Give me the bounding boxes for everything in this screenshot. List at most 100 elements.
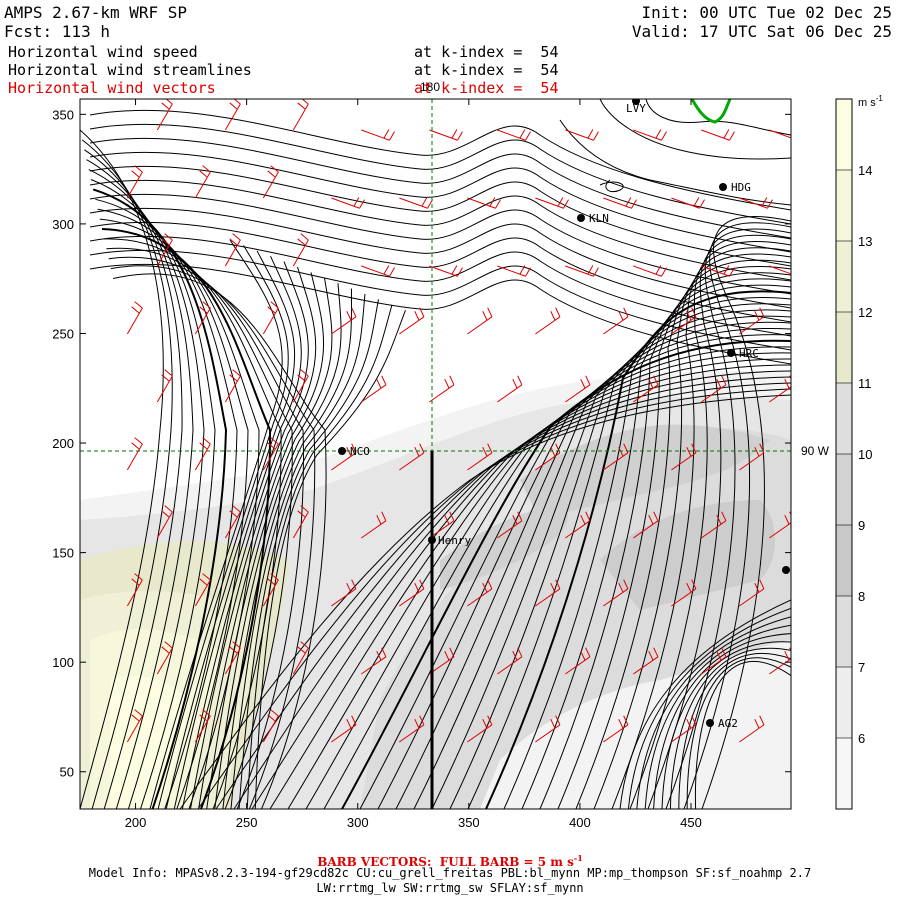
streamline xyxy=(629,241,791,809)
streamline xyxy=(89,179,791,281)
wind-barb xyxy=(361,129,395,141)
wind-barb xyxy=(331,197,365,209)
station-marker-hrc xyxy=(727,349,735,357)
streamline xyxy=(678,652,791,809)
wind-barb xyxy=(292,641,309,675)
wind-barb xyxy=(194,437,211,471)
wind-barb xyxy=(739,715,765,743)
wind-barb xyxy=(497,647,523,675)
streamline xyxy=(222,288,352,809)
streamline xyxy=(101,228,272,809)
wind-barb xyxy=(156,641,173,675)
field-name-wind-speed: Horizontal wind speed xyxy=(8,43,198,61)
wind-barb xyxy=(399,715,425,743)
streamline xyxy=(81,139,173,809)
y-tick-label: 100 xyxy=(52,655,74,670)
green-terrain-contour xyxy=(690,99,732,124)
streamline xyxy=(108,256,304,809)
wind-barb xyxy=(701,265,735,277)
field-name-streamlines: Horizontal wind streamlines xyxy=(8,61,252,79)
wind-barb xyxy=(497,511,523,539)
lon-label-90w: 90 W xyxy=(801,444,830,458)
wind-barb xyxy=(126,573,143,607)
wind-barb xyxy=(565,511,591,539)
wind-barb xyxy=(739,443,765,471)
wind-barb xyxy=(671,715,697,743)
colorbar-units: m s-1 xyxy=(858,94,883,109)
wind-barb xyxy=(126,709,143,743)
colorbar-label: 8 xyxy=(858,589,865,604)
streamline xyxy=(89,235,791,337)
y-tick-label: 200 xyxy=(52,436,74,451)
wind-barb xyxy=(194,301,211,335)
colorbar-label: 9 xyxy=(858,518,865,533)
wind-streamlines xyxy=(80,109,791,809)
x-tick-label: 450 xyxy=(680,815,702,830)
wind-barb xyxy=(224,99,241,131)
streamline xyxy=(701,215,791,809)
wind-barb xyxy=(194,573,211,607)
wind-barb xyxy=(769,511,791,539)
wind-barb xyxy=(126,437,143,471)
colorbar-segment xyxy=(836,241,852,312)
wind-barb xyxy=(497,265,531,277)
model-title: AMPS 2.67-km WRF SP xyxy=(4,3,188,22)
wind-barb xyxy=(429,265,463,277)
wind-barb xyxy=(467,579,493,607)
station-label-kln: KLN xyxy=(589,212,609,225)
streamline xyxy=(89,151,791,253)
streamline xyxy=(251,370,791,809)
streamline xyxy=(395,321,791,809)
wind-barb xyxy=(429,129,463,141)
streamline xyxy=(431,309,791,809)
x-tick-label: 400 xyxy=(569,815,591,830)
wind-barb xyxy=(156,505,173,539)
wind-barb xyxy=(603,307,629,335)
y-tick-label: 50 xyxy=(60,765,74,780)
streamline xyxy=(323,346,791,809)
wind-barb xyxy=(292,369,309,403)
wind-barb xyxy=(429,375,455,403)
wind-barb xyxy=(262,437,279,471)
x-tick-label: 350 xyxy=(458,815,480,830)
streamline xyxy=(230,293,366,809)
field-name-wind-vectors: Horizontal wind vectors xyxy=(8,79,216,97)
streamline xyxy=(179,394,791,809)
forecast-hour: Fcst: 113 h xyxy=(4,22,110,41)
wind-barb xyxy=(769,647,791,675)
streamline xyxy=(181,261,309,809)
wind-barb xyxy=(224,641,241,675)
station-label-henry: Henry xyxy=(438,534,471,547)
wind-barb xyxy=(633,647,659,675)
x-tick-label: 250 xyxy=(236,815,258,830)
station-marker-ag2 xyxy=(706,719,714,727)
wind-barb xyxy=(331,715,357,743)
streamline xyxy=(683,222,791,809)
wind-barb xyxy=(603,197,637,209)
streamline xyxy=(89,221,791,323)
map-plot-area: LVY HDG KLN HRC NCO Henry AG2 xyxy=(80,99,791,809)
wind-barb xyxy=(331,307,357,335)
wind-barb xyxy=(224,369,241,403)
wind-barb xyxy=(535,307,561,335)
streamline xyxy=(89,123,791,225)
wind-barb xyxy=(292,99,309,131)
station-label-ag2: AG2 xyxy=(718,717,738,730)
streamline xyxy=(619,599,791,809)
streamline xyxy=(669,647,791,809)
field-level-wind-speed: at k-index = 54 xyxy=(414,43,559,61)
wind-barb xyxy=(126,301,143,335)
streamline xyxy=(238,299,379,809)
wind-barb xyxy=(399,579,425,607)
y-tick-label: 350 xyxy=(52,107,74,122)
init-time: Init: 00 UTC Tue 02 Dec 25 xyxy=(641,3,892,22)
streamline xyxy=(413,315,791,809)
wind-barb xyxy=(194,165,211,199)
station-label-nco: NCO xyxy=(350,445,370,458)
colorbar-label: 11 xyxy=(858,376,872,391)
model-info: Model Info: MPASv8.2.3-194-gf29cd82c CU:… xyxy=(88,866,812,880)
colorbar-label: 12 xyxy=(858,305,872,320)
wind-barb xyxy=(633,511,659,539)
wind-barb xyxy=(194,709,211,743)
